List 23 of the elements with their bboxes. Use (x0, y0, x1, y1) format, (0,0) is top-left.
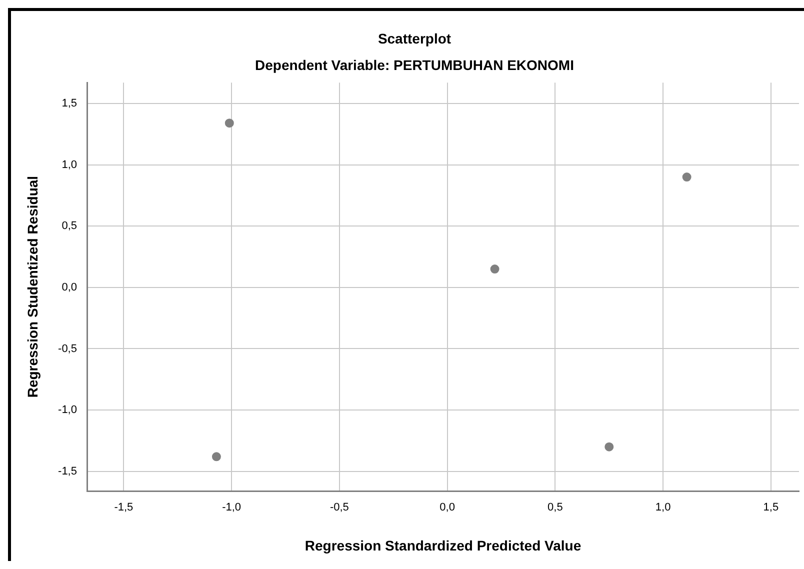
point (682, 172, 692, 182)
chart-subtitle: Dependent Variable: PERTUMBUHAN EKONOMI (255, 57, 574, 74)
x-tick-label: 1,5 (763, 502, 779, 514)
y-tick-label: 0,0 (62, 281, 77, 294)
y-tick-label: 1,5 (62, 97, 77, 110)
y-tick-label: -0,5 (58, 342, 77, 355)
x-tick-label: 1,0 (655, 502, 671, 514)
y-tick-label: -1,0 (58, 404, 77, 416)
x-tick-label: -1,0 (222, 502, 242, 514)
point (490, 264, 500, 274)
x-tick-label: 0,0 (440, 502, 455, 514)
point (604, 442, 614, 452)
x-axis-title: Regression Standardized Predicted Value (304, 537, 582, 554)
x-tick-label: -0,5 (330, 502, 349, 514)
x-tick-label: 0,5 (548, 502, 563, 514)
y-tick-label: 0,5 (62, 220, 77, 232)
x-tick-label: -1,5 (114, 502, 134, 514)
point (212, 452, 221, 462)
chart-title: Scatterplot (378, 30, 452, 46)
y-tick-label: -1,5 (58, 465, 77, 478)
point (224, 118, 234, 128)
y-tick-label: 1,0 (62, 158, 77, 171)
y-axis-title: Regression Studentized Residual (24, 176, 40, 398)
